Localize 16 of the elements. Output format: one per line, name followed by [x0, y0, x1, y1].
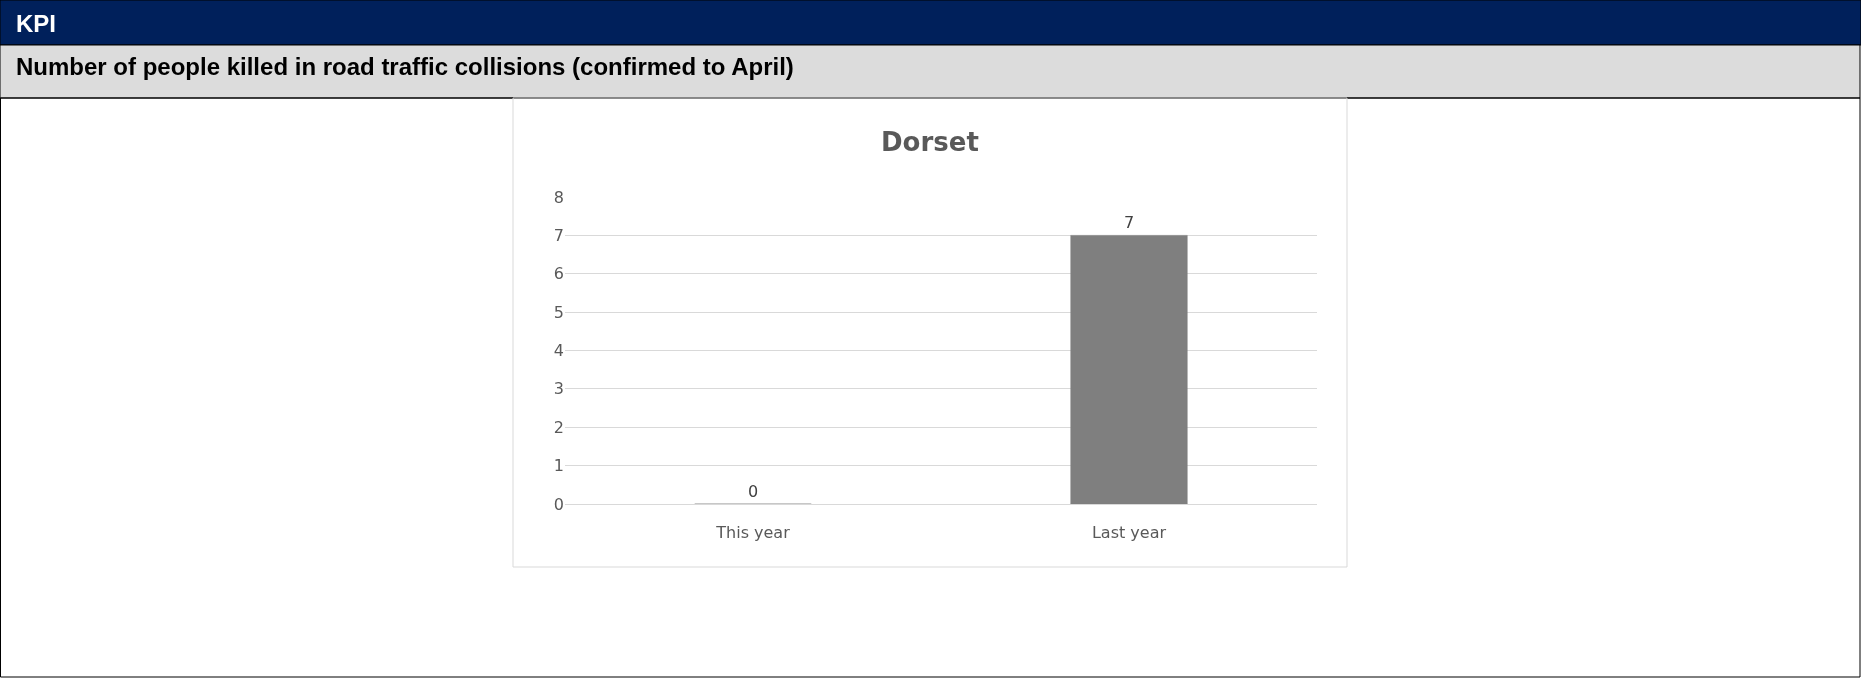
y-tick-label: 4 — [553, 341, 564, 361]
y-tick-label: 1 — [553, 456, 564, 476]
text: KPI — [16, 10, 57, 37]
y-tick-label: 0 — [553, 494, 564, 514]
y-tick-label: 2 — [553, 417, 564, 437]
chart-title: Dorset — [881, 127, 979, 157]
x-tick-label: Last year — [1091, 523, 1167, 543]
y-tick-label: 8 — [553, 187, 564, 207]
x-tick-label: This year — [715, 523, 791, 543]
y-tick-label: 7 — [553, 225, 564, 245]
y-tick-label: 5 — [553, 302, 564, 322]
data-label: 7 — [1123, 213, 1135, 233]
data-label: 0 — [747, 482, 759, 501]
y-tick-label: 6 — [553, 264, 564, 284]
y-tick-label: 3 — [553, 379, 564, 399]
text: Number of people killed in road traffic collisions (confirmed to April) — [16, 53, 794, 80]
